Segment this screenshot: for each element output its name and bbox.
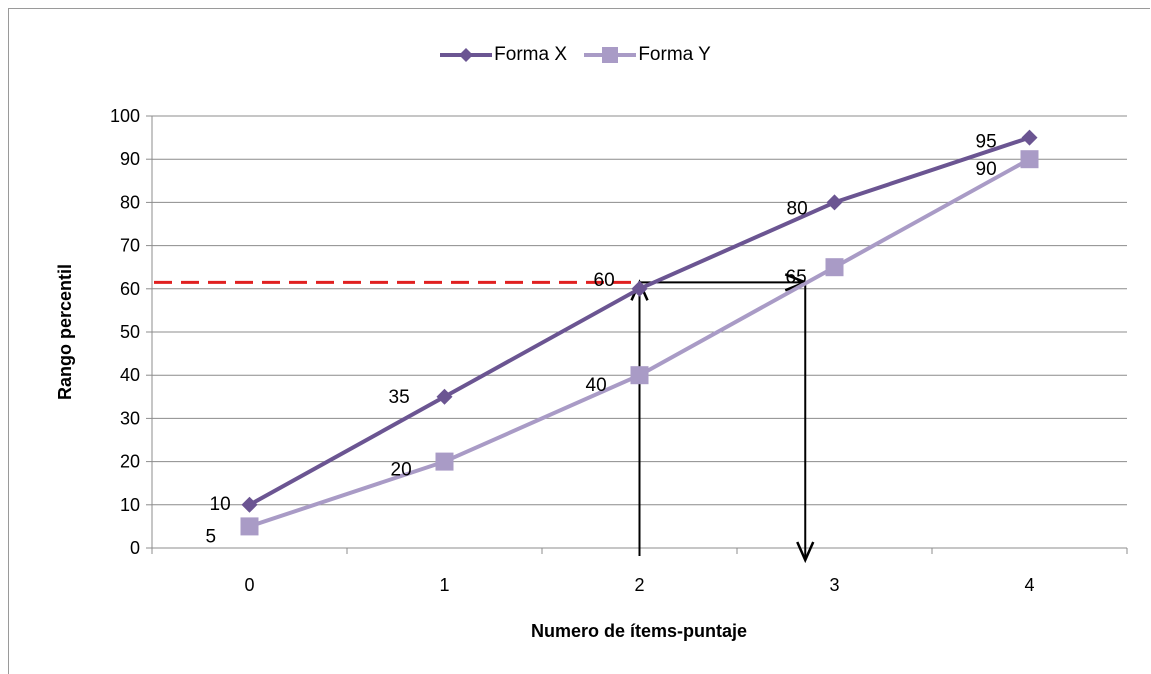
x-tick-label-0: 0: [244, 575, 254, 595]
x-tick-label-4: 4: [1024, 575, 1034, 595]
legend-item-forma-x: Forma X: [440, 44, 567, 66]
point-forma-x-1: [436, 388, 453, 405]
y-tick-label-50: 50: [120, 322, 140, 342]
legend-swatch-forma-x: [440, 48, 493, 62]
data-label-forma-y-2: 40: [586, 375, 607, 396]
point-forma-y-1: [435, 452, 454, 471]
x-axis-title: Numero de ítems-puntaje: [531, 621, 747, 641]
series: [240, 129, 1039, 536]
y-tick-label-80: 80: [120, 192, 140, 212]
point-forma-x-3: [826, 194, 843, 211]
point-forma-y-0: [240, 517, 259, 536]
point-forma-y-3: [825, 258, 844, 277]
legend-item-forma-y: Forma Y: [584, 44, 711, 66]
x-tick-label-3: 3: [829, 575, 839, 595]
point-forma-x-0: [241, 496, 258, 513]
point-forma-y-2: [630, 366, 649, 385]
legend-label-forma-y: Forma Y: [638, 44, 711, 65]
data-label-forma-x-4: 95: [976, 132, 997, 153]
y-axis-title: Rango percentil: [55, 264, 75, 400]
y-tick-label-100: 100: [110, 106, 140, 126]
axes: 0 10 20 30 40 50 60 70 80 90 100 0 1 2 3 4: [110, 106, 1128, 595]
y-tick-label-20: 20: [120, 452, 140, 472]
data-label-forma-x-3: 80: [787, 198, 808, 219]
legend-label-forma-x: Forma X: [494, 44, 568, 65]
data-labels: 10 35 60 80 95 5 20 40 65 90: [206, 132, 997, 548]
point-forma-x-2: [631, 280, 648, 297]
data-label-forma-y-4: 90: [976, 159, 997, 180]
y-tick-label-60: 60: [120, 279, 140, 299]
chart-frame: [8, 8, 1150, 674]
y-tick-label-10: 10: [120, 495, 140, 515]
x-tick-label-1: 1: [439, 575, 449, 595]
data-label-forma-x-1: 35: [389, 387, 410, 408]
point-forma-y-4: [1020, 150, 1039, 169]
y-tick-label-0: 0: [130, 538, 140, 558]
x-tick-label-2: 2: [634, 575, 644, 595]
arrow-down-head: [796, 541, 815, 564]
annotations: [154, 273, 815, 564]
legend-swatch-forma-y: [584, 47, 637, 63]
data-label-forma-x-0: 10: [210, 494, 231, 515]
point-forma-x-4: [1021, 129, 1038, 146]
data-label-forma-x-2: 60: [594, 270, 615, 291]
data-label-forma-y-1: 20: [391, 460, 412, 481]
y-tick-label-30: 30: [120, 408, 140, 428]
y-tick-label-90: 90: [120, 149, 140, 169]
data-label-forma-y-3: 65: [786, 267, 807, 288]
y-tick-label-70: 70: [120, 236, 140, 256]
data-label-forma-y-0: 5: [206, 526, 217, 547]
y-tick-label-40: 40: [120, 365, 140, 385]
legend: Forma X Forma Y: [0, 44, 1151, 71]
